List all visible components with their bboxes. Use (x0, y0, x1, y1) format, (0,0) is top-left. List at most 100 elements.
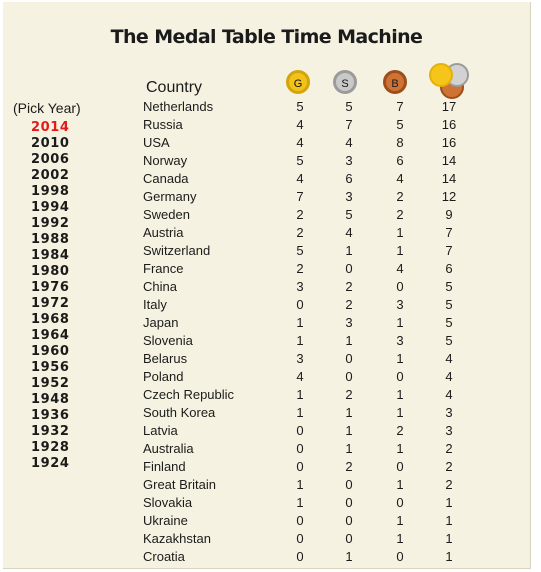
bronze-count: 3 (396, 297, 404, 312)
table-row: Great Britain 1 0 1 2 (3, 476, 530, 494)
silver-count: 3 (345, 189, 353, 204)
total-count: 16 (441, 117, 457, 132)
total-count: 12 (441, 189, 457, 204)
year-option[interactable]: 1972 (31, 296, 70, 311)
silver-count: 0 (345, 477, 353, 492)
year-option[interactable]: 2002 (31, 168, 70, 183)
year-picker: 2014 2010 2006 2002 1998 1994 1992 1988 1984 1980… (3, 120, 103, 472)
year-option[interactable]: 1948 (31, 392, 70, 407)
silver-count: 0 (345, 351, 353, 366)
year-option[interactable]: 1928 (31, 440, 70, 455)
country-cell: Norway (143, 153, 188, 168)
silver-count: 3 (345, 153, 353, 168)
bronze-count: 1 (396, 243, 404, 258)
country-column-header: Country (146, 79, 203, 96)
country-cell: Canada (143, 171, 189, 186)
country-cell: Switzerland (143, 243, 211, 258)
gold-count: 4 (296, 369, 304, 384)
gold-count: 3 (296, 351, 304, 366)
total-count: 2 (445, 459, 453, 474)
table-row: Belarus 3 0 1 4 (3, 350, 530, 368)
bronze-count: 1 (396, 531, 404, 546)
gold-count: 1 (296, 477, 304, 492)
total-count: 4 (445, 351, 453, 366)
table-row: China 3 2 0 5 (3, 278, 530, 296)
country-cell: France (143, 261, 184, 276)
country-cell: Netherlands (143, 99, 214, 114)
bronze-count: 0 (396, 495, 404, 510)
silver-count: 0 (345, 531, 353, 546)
silver-count: 0 (345, 495, 353, 510)
year-option[interactable]: 1988 (31, 232, 70, 247)
year-option[interactable]: 1976 (31, 280, 70, 295)
country-cell: Sweden (143, 207, 190, 222)
bronze-count: 6 (396, 153, 404, 168)
table-row: Poland 4 0 0 4 (3, 368, 530, 386)
bronze-count: 1 (396, 315, 404, 330)
year-option[interactable]: 2010 (31, 136, 70, 151)
bronze-count: 7 (396, 99, 404, 114)
pick-year-label: (Pick Year) (13, 100, 81, 116)
gold-count: 4 (296, 171, 304, 186)
silver-count: 5 (345, 99, 353, 114)
total-count: 9 (445, 207, 453, 222)
year-option[interactable]: 1998 (31, 184, 70, 199)
table-row: Ukraine 0 0 1 1 (3, 512, 530, 530)
gold-count: 7 (296, 189, 304, 204)
country-cell: Slovenia (143, 333, 193, 348)
bronze-count: 2 (396, 189, 404, 204)
table-row: Russia 4 7 5 16 (3, 116, 530, 134)
year-option[interactable]: 1932 (31, 424, 70, 439)
total-count: 1 (445, 495, 453, 510)
year-option[interactable]: 1968 (31, 312, 70, 327)
silver-count: 2 (345, 459, 353, 474)
year-option[interactable]: 1984 (31, 248, 70, 263)
year-option[interactable]: 2006 (31, 152, 70, 167)
country-cell: USA (143, 135, 170, 150)
gold-medal-icon: G (286, 70, 310, 94)
country-cell: Australia (143, 441, 194, 456)
year-option[interactable]: 1964 (31, 328, 70, 343)
year-option[interactable]: 1980 (31, 264, 70, 279)
country-cell: Czech Republic (143, 387, 235, 402)
table-row: Sweden 2 5 2 9 (3, 206, 530, 224)
gold-count: 0 (296, 423, 304, 438)
bronze-count: 2 (396, 207, 404, 222)
gold-count: 0 (296, 513, 304, 528)
country-cell: Kazakhstan (143, 531, 211, 546)
silver-count: 3 (345, 315, 353, 330)
year-option[interactable]: 1960 (31, 344, 70, 359)
table-row: Slovakia 1 0 0 1 (3, 494, 530, 512)
silver-count: 1 (345, 333, 353, 348)
bronze-count: 5 (396, 117, 404, 132)
year-option[interactable]: 2014 (31, 120, 70, 135)
table-row: Finland 0 2 0 2 (3, 458, 530, 476)
silver-count: 4 (345, 225, 353, 240)
country-cell: Germany (143, 189, 197, 204)
total-medals-icon (426, 60, 474, 100)
gold-count: 0 (296, 297, 304, 312)
year-option[interactable]: 1992 (31, 216, 70, 231)
total-count: 2 (445, 477, 453, 492)
bronze-count: 0 (396, 549, 404, 564)
year-option[interactable]: 1924 (31, 456, 70, 471)
gold-count: 5 (296, 243, 304, 258)
gold-count: 5 (296, 153, 304, 168)
silver-count: 5 (345, 207, 353, 222)
silver-count: 1 (345, 441, 353, 456)
year-option[interactable]: 1994 (31, 200, 70, 215)
silver-count: 1 (345, 549, 353, 564)
year-option[interactable]: 1936 (31, 408, 70, 423)
bronze-count: 4 (396, 261, 404, 276)
gold-count: 0 (296, 459, 304, 474)
year-option[interactable]: 1952 (31, 376, 70, 391)
gold-count: 1 (296, 315, 304, 330)
country-cell: Italy (143, 297, 167, 312)
gold-count: 2 (296, 207, 304, 222)
bronze-count: 0 (396, 459, 404, 474)
year-option[interactable]: 1956 (31, 360, 70, 375)
total-count: 7 (445, 225, 453, 240)
total-count: 4 (445, 369, 453, 384)
country-cell: Finland (143, 459, 186, 474)
total-count: 2 (445, 441, 453, 456)
